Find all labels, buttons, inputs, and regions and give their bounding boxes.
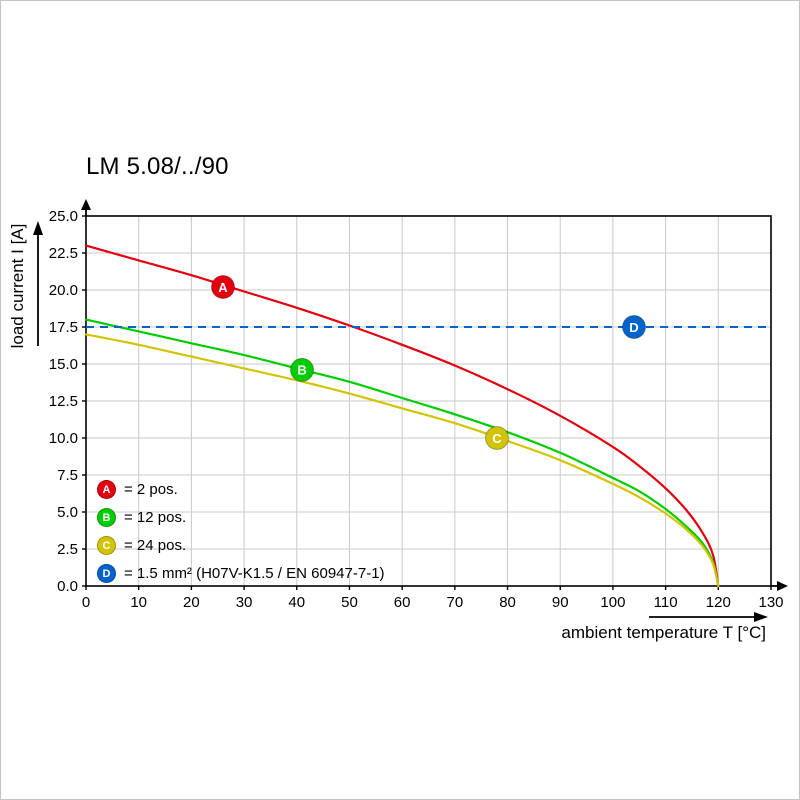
- xlabel-arrowhead-icon: [754, 612, 768, 622]
- tick-label: 15.0: [49, 356, 78, 373]
- tick-label: B: [297, 363, 306, 378]
- tick-label: 40: [288, 594, 305, 611]
- tick-label: 12.5: [49, 393, 78, 410]
- tick-label: C: [492, 431, 502, 446]
- legend-item-c: C = 24 pos.: [97, 536, 385, 555]
- marker-B: [290, 357, 315, 382]
- legend-dot-b: B: [97, 508, 116, 527]
- chart-title: LM 5.08/../90: [86, 153, 229, 180]
- tick-label: D: [629, 320, 638, 335]
- ylabel-arrowhead-icon: [33, 221, 43, 235]
- legend-item-d: D = 1.5 mm² (H07V-K1.5 / EN 60947-7-1): [97, 564, 385, 583]
- chart-legend: A = 2 pos. B = 12 pos. C = 24 pos. D = 1…: [97, 480, 385, 583]
- legend-label-b: = 12 pos.: [124, 509, 187, 526]
- tick-label: 20: [183, 594, 200, 611]
- tick-label: 20.0: [49, 282, 78, 299]
- curve-B: [84, 318, 720, 588]
- x-axis-label: ambient temperature T [°C]: [561, 623, 766, 642]
- tick-label: 2.5: [57, 541, 78, 558]
- tick-label: 70: [447, 594, 464, 611]
- tick-label: 80: [499, 594, 516, 611]
- tick-label: 110: [654, 594, 678, 611]
- legend-item-a: A = 2 pos.: [97, 480, 385, 499]
- y-axis-arrowhead-icon: [81, 199, 91, 210]
- tick-label: 17.5: [49, 319, 78, 336]
- tick-label: 50: [341, 594, 358, 611]
- tick-label: 10: [130, 594, 147, 611]
- tick-label: 0: [82, 594, 90, 611]
- tick-label: 5.0: [57, 504, 78, 521]
- tick-label: 0.0: [57, 578, 78, 595]
- legend-label-d: = 1.5 mm² (H07V-K1.5 / EN 60947-7-1): [124, 565, 385, 582]
- tick-label: 22.5: [49, 245, 78, 262]
- legend-dot-c: C: [97, 536, 116, 555]
- tick-label: 130: [758, 594, 783, 611]
- legend-label-a: = 2 pos.: [124, 481, 178, 498]
- marker-A: [211, 275, 235, 300]
- legend-item-b: B = 12 pos.: [97, 508, 385, 527]
- marker-C: [485, 426, 509, 450]
- tick-label: 100: [600, 594, 625, 611]
- tick-label: 90: [552, 594, 569, 611]
- tick-label: 7.5: [57, 467, 78, 484]
- marker-D: [622, 315, 646, 339]
- tick-label: A: [218, 280, 228, 295]
- legend-dot-d: D: [97, 564, 116, 583]
- tick-label: 120: [706, 594, 731, 611]
- tick-label: 25.0: [49, 208, 78, 225]
- tick-label: 10.0: [49, 430, 78, 447]
- legend-label-c: = 24 pos.: [124, 537, 187, 554]
- x-axis-arrowhead-icon: [777, 581, 788, 591]
- legend-dot-a: A: [97, 480, 116, 499]
- tick-label: 60: [394, 594, 411, 611]
- tick-label: 30: [236, 594, 253, 611]
